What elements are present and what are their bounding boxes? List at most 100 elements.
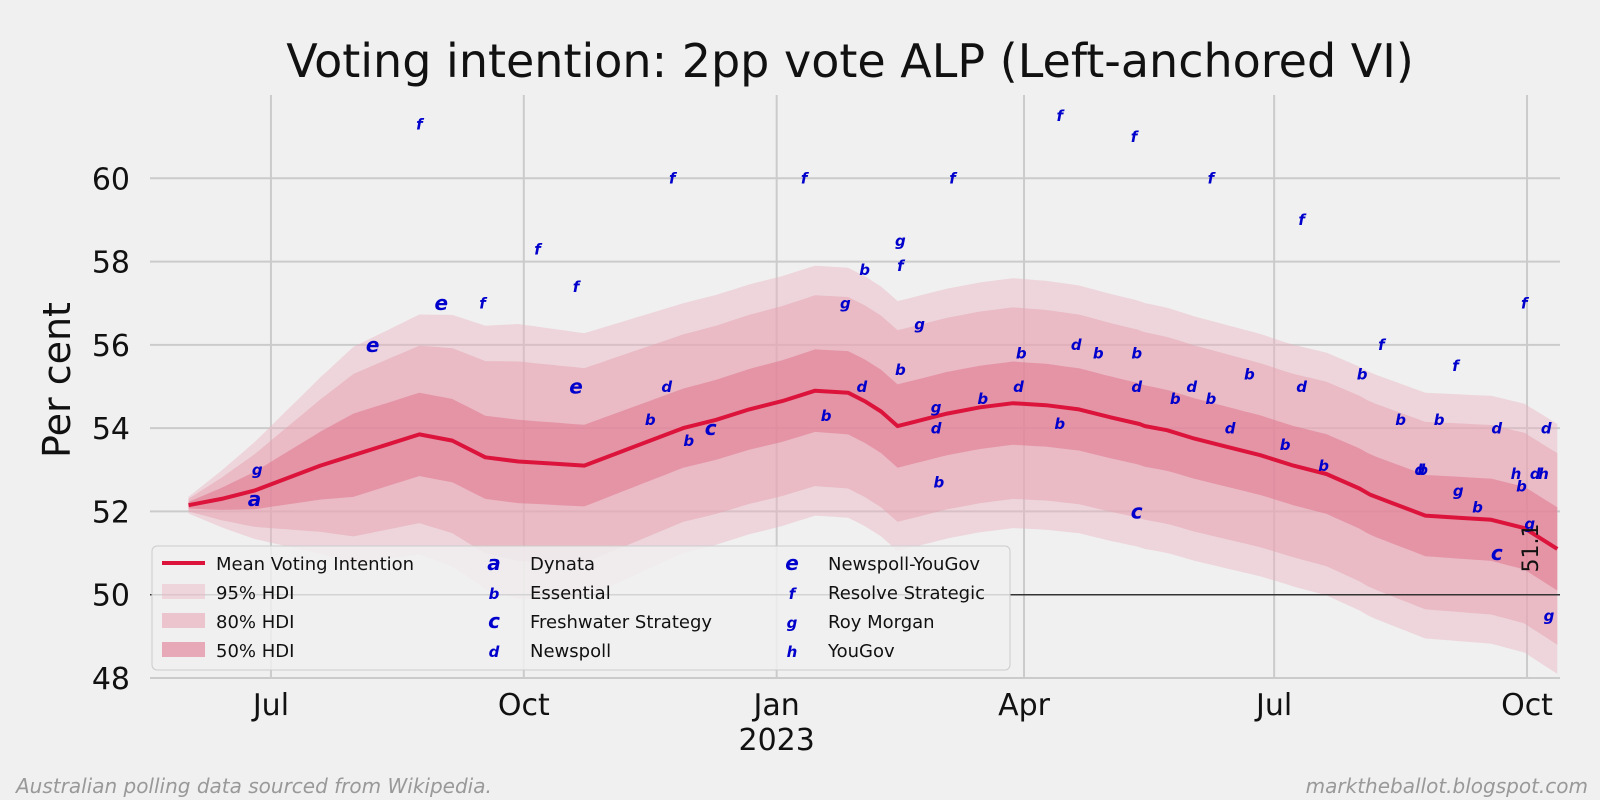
- poll-point-37: c: [1131, 499, 1143, 523]
- poll-point-30: f: [1057, 107, 1066, 125]
- poll-point-23: g: [931, 399, 942, 417]
- y-tick-label-60: 60: [92, 162, 130, 197]
- x-tick-label-4: Jul: [1254, 688, 1292, 723]
- poll-point-38: b: [1170, 390, 1181, 408]
- poll-point-58: c: [1491, 541, 1503, 565]
- poll-point-63: d: [1530, 465, 1541, 483]
- legend-80-hdi-swatch: [162, 613, 205, 628]
- poll-point-45: f: [1298, 211, 1307, 229]
- poll-point-59: h: [1511, 465, 1522, 483]
- poll-point-33: b: [1093, 344, 1104, 362]
- legend-letter-h: h: [787, 643, 798, 661]
- end-value-label: 51.1: [1519, 524, 1544, 573]
- legend-letter-f: f: [789, 585, 798, 603]
- poll-point-20: f: [897, 257, 906, 275]
- hdi-band-3: [188, 349, 1558, 591]
- y-tick-label-50: 50: [92, 579, 130, 614]
- legend-50-hdi-swatch: [162, 642, 205, 657]
- poll-point-12: b: [683, 432, 694, 450]
- y-axis-label: Per cent: [35, 302, 79, 458]
- legend-letter-c: c: [488, 609, 500, 633]
- poll-point-40: b: [1206, 390, 1217, 408]
- x-tick-label-5: Oct: [1501, 688, 1553, 723]
- legend: Mean Voting Intention 95% HDI 80% HDI 50…: [151, 545, 1011, 671]
- legend-label-yougov: YouGov: [827, 641, 895, 662]
- legend-label-50-hdi: 50% HDI: [216, 641, 294, 662]
- poll-point-25: b: [933, 474, 944, 492]
- poll-point-18: b: [859, 261, 870, 279]
- poll-point-16: g: [840, 294, 851, 312]
- poll-point-7: f: [573, 278, 582, 296]
- poll-point-44: b: [1280, 436, 1291, 454]
- poll-point-8: e: [569, 375, 583, 399]
- poll-point-29: b: [1016, 344, 1027, 362]
- poll-point-1: g: [252, 461, 263, 479]
- x-tick-label-3: Apr: [998, 688, 1051, 723]
- legend-label-dynata: Dynata: [530, 554, 595, 575]
- poll-point-10: d: [661, 378, 672, 396]
- mean-voting-intention-line: [188, 388, 1559, 551]
- legend-letter-g: g: [787, 614, 798, 632]
- poll-point-26: f: [949, 170, 958, 188]
- poll-point-4: e: [435, 291, 449, 315]
- legend-label-newspoll-yougov: Newspoll-YouGov: [828, 554, 980, 575]
- poll-point-15: b: [821, 407, 832, 425]
- chart-title: Voting intention: 2pp vote ALP (Left-anc…: [286, 34, 1414, 88]
- poll-point-6: f: [534, 240, 543, 258]
- poll-point-51: d: [1414, 461, 1425, 479]
- poll-point-35: b: [1131, 344, 1142, 362]
- legend-label-essential: Essential: [530, 583, 611, 604]
- poll-point-22: g: [914, 315, 925, 333]
- y-tick-label-58: 58: [92, 246, 130, 281]
- poll-point-36: d: [1131, 378, 1142, 396]
- mean-line-layer: [188, 388, 1559, 551]
- legend-frame: [151, 545, 1011, 671]
- y-tick-label-56: 56: [92, 329, 130, 364]
- poll-point-24: d: [931, 419, 942, 437]
- poll-point-48: b: [1357, 365, 1368, 383]
- footer-source: Australian polling data sourced from Wik…: [14, 774, 492, 798]
- poll-point-50: b: [1395, 411, 1406, 429]
- x-tick-year-label-2: 2023: [738, 723, 814, 758]
- poll-point-9: b: [645, 411, 656, 429]
- x-tick-label-2: Jan: [752, 688, 800, 723]
- poll-point-5: f: [479, 294, 488, 312]
- poll-point-31: b: [1054, 415, 1065, 433]
- legend-letter-a: a: [487, 551, 501, 575]
- poll-point-28: d: [1013, 378, 1024, 396]
- poll-point-52: b: [1417, 461, 1428, 479]
- poll-point-21: b: [895, 361, 906, 379]
- poll-point-66: g: [1544, 607, 1555, 625]
- y-tick-label-54: 54: [92, 412, 130, 447]
- poll-point-49: f: [1378, 336, 1387, 354]
- poll-point-47: b: [1318, 457, 1329, 475]
- poll-point-19: g: [895, 232, 906, 250]
- legend-label-roy-morgan: Roy Morgan: [828, 612, 935, 633]
- legend-label-newspoll: Newspoll: [530, 641, 611, 662]
- poll-point-60: b: [1516, 478, 1527, 496]
- poll-point-62: g: [1524, 515, 1535, 533]
- poll-point-53: b: [1434, 411, 1445, 429]
- y-tick-label-48: 48: [92, 662, 130, 697]
- poll-point-54: f: [1452, 357, 1461, 375]
- legend-label-mean: Mean Voting Intention: [216, 554, 414, 575]
- legend-label-95-hdi: 95% HDI: [216, 583, 294, 604]
- poll-point-55: g: [1453, 482, 1464, 500]
- poll-point-46: d: [1296, 378, 1307, 396]
- poll-point-41: f: [1208, 170, 1217, 188]
- poll-point-11: f: [669, 170, 678, 188]
- poll-point-32: d: [1071, 336, 1082, 354]
- poll-point-17: d: [856, 378, 867, 396]
- poll-point-43: b: [1244, 365, 1255, 383]
- x-tick-label-1: Oct: [498, 688, 550, 723]
- x-tick-label-0: Jul: [251, 688, 289, 723]
- footer-site: marktheballot.blogspot.com: [1306, 774, 1588, 798]
- poll-point-42: d: [1225, 419, 1236, 437]
- poll-point-65: d: [1541, 419, 1552, 437]
- poll-point-13: c: [705, 416, 717, 440]
- poll-point-39: d: [1186, 378, 1197, 396]
